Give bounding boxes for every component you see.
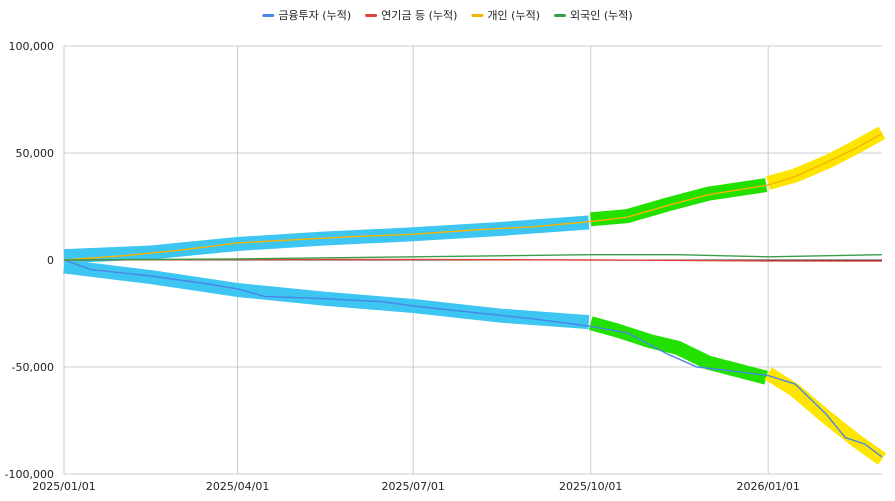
highlight-bands (63, 126, 887, 465)
x-tick-label: 2025/04/01 (206, 480, 269, 493)
data-series (63, 133, 883, 458)
x-axis: 2025/01/01 2025/04/01 2025/07/01 2025/10/01… (32, 480, 800, 493)
legend-label: 개인 (누적) (487, 9, 540, 22)
chart-legend[interactable]: 금융투자 (누적) 연기금 등 (누적) 개인 (누적) 외국인 (누적) (262, 9, 633, 22)
x-tick-label: 2025/01/01 (32, 480, 95, 493)
legend-label: 외국인 (누적) (570, 9, 633, 22)
legend-swatch (553, 14, 566, 17)
highlight-band-5 (764, 367, 887, 465)
highlight-band-4 (766, 126, 886, 190)
highlight-band-2 (590, 178, 768, 227)
series-line-3 (63, 254, 883, 261)
y-tick-label: 50,000 (16, 147, 55, 160)
legend-label: 연기금 등 (누적) (381, 9, 457, 22)
legend-item-2[interactable]: 개인 (누적) (471, 9, 540, 22)
series-line-2 (63, 133, 883, 261)
legend-swatch (471, 14, 484, 17)
series-line-0 (63, 259, 883, 458)
legend-item-3[interactable]: 외국인 (누적) (553, 9, 633, 22)
highlight-band-3 (588, 316, 768, 385)
legend-swatch (365, 14, 378, 17)
legend-item-1[interactable]: 연기금 등 (누적) (365, 9, 457, 22)
legend-label: 금융투자 (누적) (278, 9, 351, 22)
x-tick-label: 2025/10/01 (559, 480, 622, 493)
legend-swatch (262, 14, 275, 17)
y-axis: 100,000 50,000 0 -50,000 -100,000 (5, 40, 54, 481)
y-tick-label: -100,000 (5, 468, 54, 481)
y-tick-label: -50,000 (12, 361, 54, 374)
x-tick-label: 2025/07/01 (381, 480, 444, 493)
legend-item-0[interactable]: 금융투자 (누적) (262, 9, 351, 22)
y-tick-label: 0 (47, 254, 54, 267)
x-tick-label: 2026/01/01 (736, 480, 799, 493)
y-tick-label: 100,000 (9, 40, 55, 53)
